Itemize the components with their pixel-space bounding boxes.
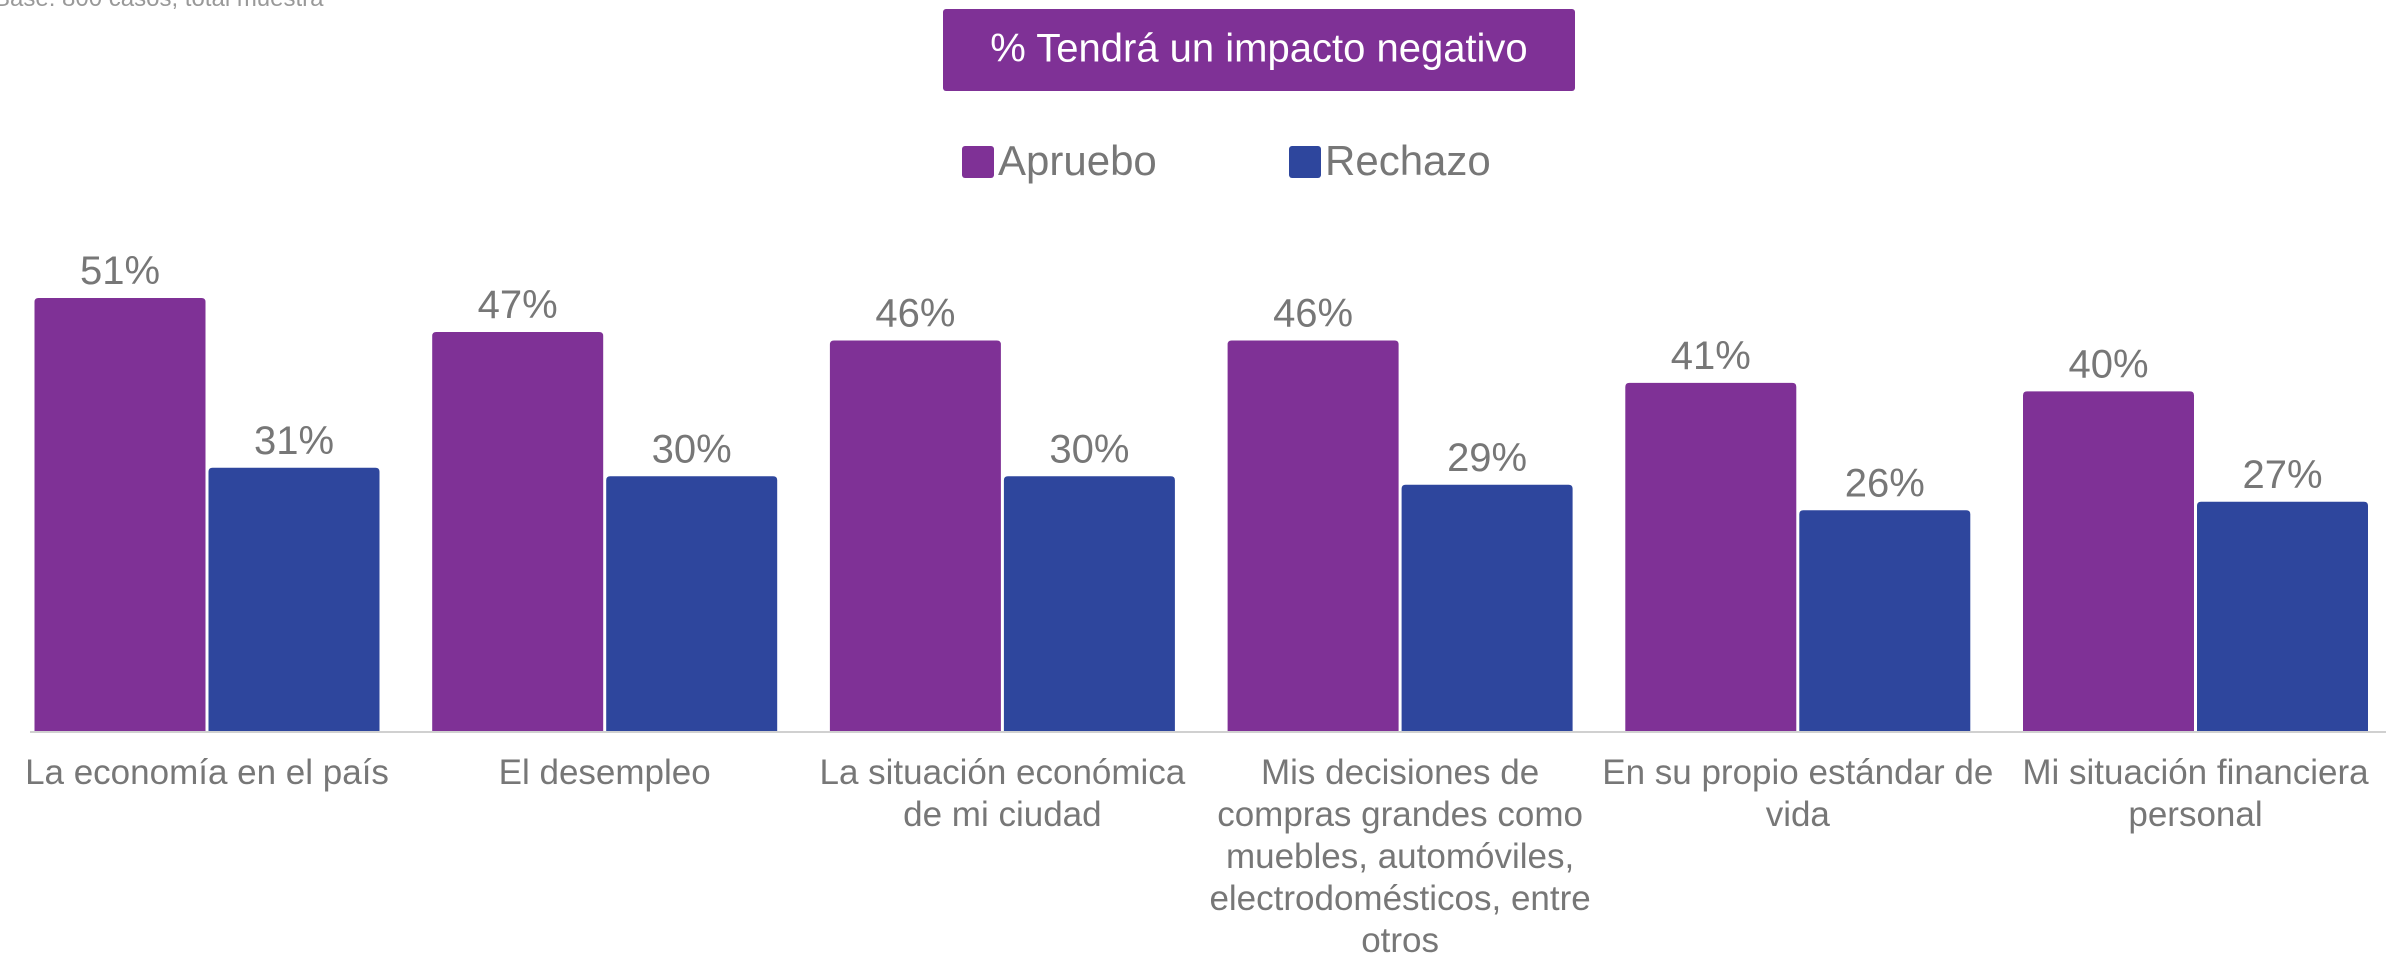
value-label: 46%	[875, 291, 955, 335]
value-label: 46%	[1273, 291, 1353, 335]
x-tick-label: Mis decisiones de compras grandes como m…	[1209, 753, 1591, 960]
value-label: 29%	[1447, 436, 1527, 480]
bar	[34, 298, 206, 731]
value-label: 47%	[478, 283, 558, 327]
x-tick-label: Mi situación financiera personal	[2022, 753, 2369, 834]
value-label: 30%	[1049, 427, 1129, 471]
bar	[208, 467, 380, 731]
x-tick-label: La economía en el país	[25, 753, 389, 792]
x-tick-label: La situación económica de mi ciudad	[819, 753, 1186, 834]
bar	[1227, 340, 1399, 731]
chart-title: % Tendrá un impacto negativo	[990, 27, 1527, 71]
bar	[829, 340, 1001, 731]
legend-label: Rechazo	[1325, 137, 1491, 184]
x-tick-label: En su propio estándar de vida	[1602, 753, 1994, 834]
bar	[2023, 391, 2194, 731]
legend-label: Apruebo	[998, 137, 1157, 184]
bar	[1401, 484, 1573, 731]
legend-swatch	[1289, 146, 1321, 178]
value-label: 26%	[1845, 461, 1925, 505]
bar	[606, 476, 778, 731]
x-tick-label: El desempleo	[498, 753, 711, 792]
legend-swatch	[962, 146, 994, 178]
bar	[432, 331, 604, 731]
value-label: 31%	[254, 419, 334, 463]
value-label: 51%	[80, 249, 160, 293]
bar	[1799, 510, 1971, 731]
value-label: 27%	[2242, 453, 2322, 497]
bar	[1003, 476, 1175, 731]
bar	[2197, 501, 2368, 731]
value-label: 40%	[2068, 342, 2148, 386]
value-label: 41%	[1671, 334, 1751, 378]
bar	[1625, 382, 1797, 731]
note: Base: 800 casos, total muestra	[0, 0, 324, 12]
title-box	[943, 9, 1575, 91]
value-label: 30%	[652, 427, 732, 471]
